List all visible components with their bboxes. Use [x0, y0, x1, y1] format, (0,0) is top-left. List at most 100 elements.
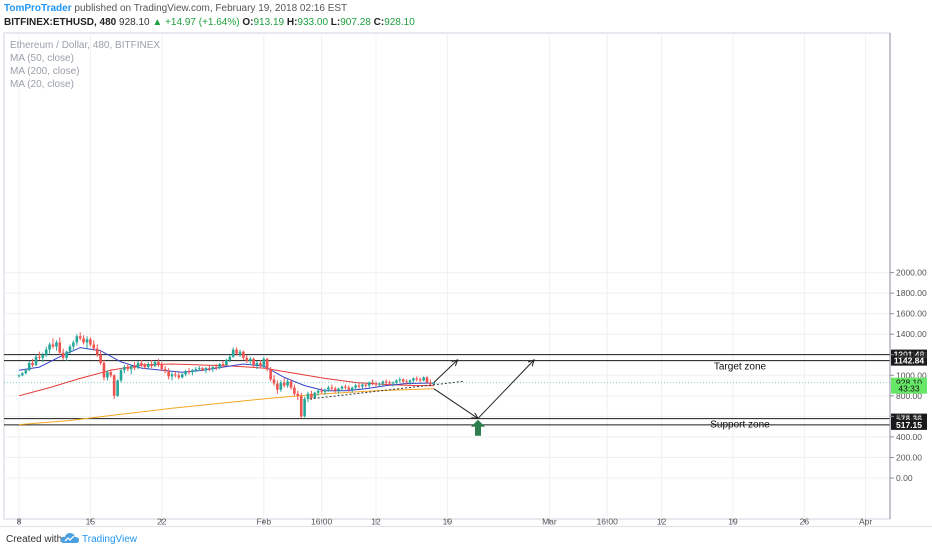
candle-body [89, 339, 92, 345]
x-tick-label: 22 [157, 517, 167, 527]
candle-body [357, 385, 361, 387]
candle-body [269, 369, 272, 380]
candle-body [422, 377, 425, 381]
candle-body [174, 374, 177, 376]
candle-body [248, 358, 252, 361]
x-tick-label: 12 [371, 517, 381, 527]
footer: Created with TradingView [0, 526, 932, 551]
ma200-line [18, 388, 434, 426]
level-tag [891, 413, 927, 424]
level-tag [891, 355, 927, 366]
support-arrow-icon [471, 419, 485, 436]
high-label: H: [286, 17, 298, 28]
candle-body [391, 382, 395, 384]
candle-body [303, 398, 306, 417]
candle-body [92, 344, 96, 349]
candle-body [231, 349, 235, 357]
candle-body [296, 393, 300, 396]
level-tag-label: 578.36 [896, 414, 922, 424]
candle-body [425, 377, 429, 383]
legend-ma20[interactable]: MA (20, close) [10, 79, 74, 90]
candle-body [320, 390, 323, 392]
candle-body [316, 390, 320, 393]
created-with-text: Created with [6, 534, 63, 545]
x-tick-label: Feb [256, 517, 271, 527]
y-tick-label: 2000.00 [896, 268, 927, 278]
trendline [309, 380, 463, 400]
chart-header: TomProTrader published on TradingView.co… [0, 0, 932, 32]
candle-body [214, 367, 218, 369]
countdown-tag [891, 383, 927, 394]
candle-body [112, 375, 116, 396]
candle-body [235, 349, 238, 354]
tradingview-brand[interactable]: TradingView [82, 534, 138, 545]
open-label: O: [242, 17, 254, 28]
y-tick-label: 1200.00 [896, 350, 927, 360]
candle-body [38, 356, 41, 358]
candle-body [167, 371, 170, 377]
level-tag [891, 349, 927, 360]
drawings[interactable] [309, 360, 534, 436]
candle-body [265, 358, 269, 370]
candle-body [24, 370, 28, 374]
candle-body [58, 342, 62, 353]
candle-body [374, 383, 378, 385]
open-value: 913.19 [253, 17, 285, 28]
candle-body [255, 362, 259, 366]
candle-body [44, 349, 48, 355]
candle-body [412, 378, 415, 381]
x-tick-label: 26 [800, 517, 810, 527]
author-name[interactable]: TomProTrader [4, 3, 72, 14]
candle-body [136, 362, 140, 369]
x-tick-label: Apr [859, 517, 872, 527]
projection-arrow [433, 360, 458, 383]
up-triangle-icon: ▲ [152, 17, 163, 28]
candle-body [194, 369, 198, 371]
candle-body [340, 386, 344, 389]
ohlc-line: BITFINEX:ETHUSD, 480 928.10 ▲ +14.97 (+1… [4, 17, 415, 28]
candle-body [153, 361, 157, 367]
candle-body [34, 356, 38, 366]
y-tick-label: 400.00 [896, 432, 922, 442]
x-tick-label: Mar [542, 517, 557, 527]
x-tick-label: 8 [17, 517, 22, 527]
candle-body [68, 346, 72, 352]
x-tick-label: 19 [728, 517, 738, 527]
legend-ma200[interactable]: MA (200, close) [10, 66, 80, 77]
candle-body [143, 365, 147, 368]
time-axis[interactable]: 8 15 22 Feb 16:00 12 19 Mar 16:00 12 19 26 Apr [17, 517, 873, 527]
price-axis[interactable]: 0.00 200.00 400.00 600.00 800.00 1000.00 1200.… [4, 33, 927, 519]
last-price: 928.10 [119, 17, 150, 28]
candle-body [85, 339, 89, 343]
candle-body [378, 383, 381, 385]
high-value: 933.00 [297, 17, 329, 28]
countdown-label: 43:33 [898, 384, 920, 394]
ma20-line [18, 347, 434, 392]
candle-body [398, 379, 402, 381]
candle-body [116, 380, 119, 396]
publish-line: TomProTrader published on TradingView.co… [4, 3, 347, 14]
candle-body [150, 364, 153, 367]
candle-body [218, 364, 221, 369]
chart-title[interactable]: Ethereum / Dollar, 480, BITFINEX [10, 40, 161, 51]
candle-body [395, 380, 398, 383]
candle-body [361, 384, 364, 387]
candle-body [126, 367, 130, 370]
y-tick-label: 600.00 [896, 411, 922, 421]
candle-body [388, 382, 391, 384]
candle-body [238, 351, 242, 354]
candle-body [78, 336, 82, 339]
symbol-label: BITFINEX:ETHUSD, 480 [4, 17, 117, 28]
candle-body [48, 344, 51, 350]
candle-body [129, 366, 133, 370]
close-label: C: [373, 17, 385, 28]
legend-ma50[interactable]: MA (50, close) [10, 53, 74, 64]
x-tick-label: 16:00 [311, 517, 333, 527]
candle-body [333, 388, 337, 391]
candle-body [65, 351, 68, 358]
candle-body [201, 368, 204, 371]
candle-body [299, 395, 303, 417]
candle-body [180, 374, 184, 378]
candle-body [106, 372, 109, 378]
